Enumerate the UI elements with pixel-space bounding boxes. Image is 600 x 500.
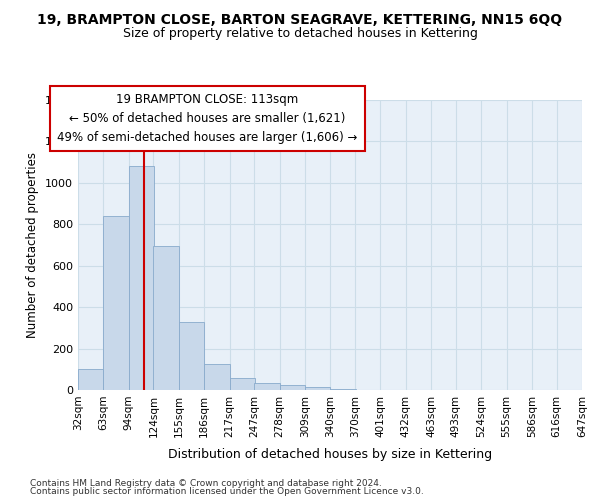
Bar — [103, 216, 129, 390]
Bar — [154, 246, 179, 390]
Y-axis label: Number of detached properties: Number of detached properties — [26, 152, 40, 338]
Bar — [280, 386, 305, 390]
Bar — [331, 389, 356, 390]
Bar — [179, 322, 204, 390]
X-axis label: Distribution of detached houses by size in Kettering: Distribution of detached houses by size … — [168, 448, 492, 461]
Bar — [305, 387, 331, 390]
Bar — [204, 364, 230, 390]
Text: 19 BRAMPTON CLOSE: 113sqm
← 50% of detached houses are smaller (1,621)
49% of se: 19 BRAMPTON CLOSE: 113sqm ← 50% of detac… — [57, 93, 358, 144]
Bar — [78, 370, 103, 390]
Text: Contains HM Land Registry data © Crown copyright and database right 2024.: Contains HM Land Registry data © Crown c… — [30, 478, 382, 488]
Text: Contains public sector information licensed under the Open Government Licence v3: Contains public sector information licen… — [30, 487, 424, 496]
Bar — [230, 378, 255, 390]
Bar — [254, 384, 280, 390]
Text: 19, BRAMPTON CLOSE, BARTON SEAGRAVE, KETTERING, NN15 6QQ: 19, BRAMPTON CLOSE, BARTON SEAGRAVE, KET… — [37, 12, 563, 26]
Bar — [129, 166, 154, 390]
Text: Size of property relative to detached houses in Kettering: Size of property relative to detached ho… — [122, 28, 478, 40]
